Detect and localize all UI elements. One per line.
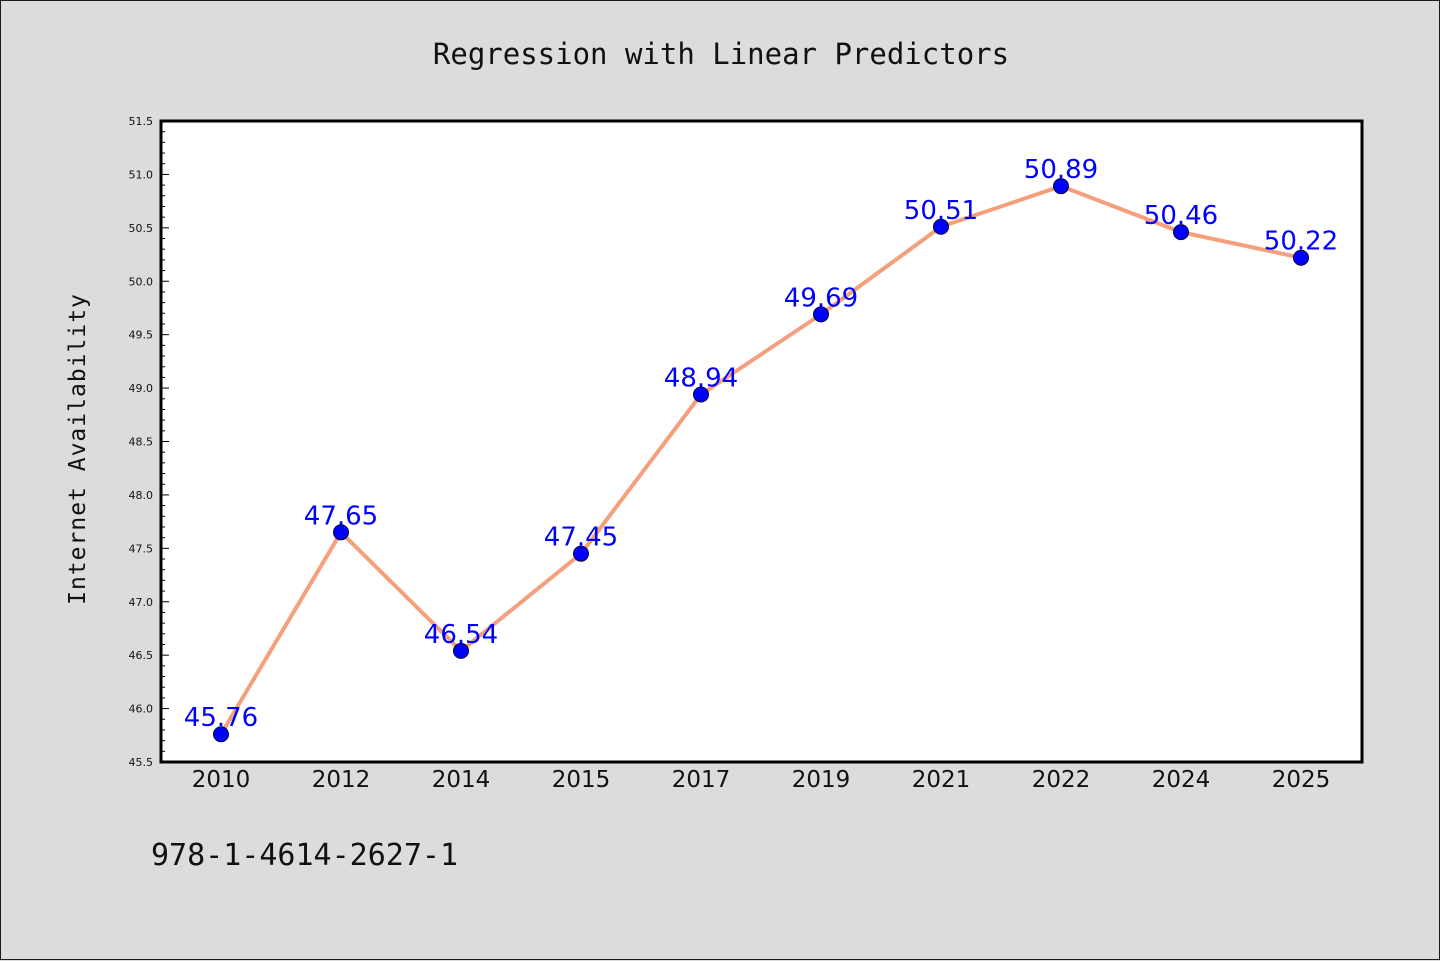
data-point-label: 46.54 xyxy=(424,620,498,650)
y-tick-label: 50.5 xyxy=(129,222,154,235)
data-point-label: 50.89 xyxy=(1024,155,1098,185)
x-tick-label: 2014 xyxy=(432,767,491,793)
x-tick-label: 2021 xyxy=(912,767,971,793)
data-point-marker xyxy=(693,386,709,403)
data-point-marker xyxy=(573,545,589,562)
data-point-marker xyxy=(933,218,949,235)
x-tick-label: 2024 xyxy=(1152,767,1211,793)
data-point-label: 50.51 xyxy=(904,196,978,226)
y-tick-label: 49.0 xyxy=(129,382,154,395)
isbn-footer: 978-1-4614-2627-1 xyxy=(151,838,458,873)
plot-area xyxy=(159,119,1364,764)
y-tick-label: 47.5 xyxy=(129,542,154,555)
data-point-label: 49.69 xyxy=(784,283,858,313)
x-tick-label: 2022 xyxy=(1032,767,1091,793)
data-point-marker xyxy=(213,726,229,743)
data-point-marker xyxy=(453,642,469,659)
data-point-marker xyxy=(1053,178,1069,195)
x-tick-label: 2015 xyxy=(552,767,611,793)
chart-title: Regression with Linear Predictors xyxy=(433,37,1009,71)
y-axis: 45.5 46.0 46.5 47.0 47.5 48.0 48.5 49.0 49.5 50.0… xyxy=(129,115,169,769)
y-axis-label: Internet Availability xyxy=(65,293,91,605)
data-point-marker xyxy=(1173,224,1189,241)
data-point-label: 47.45 xyxy=(544,523,618,553)
data-point-marker xyxy=(333,524,349,541)
y-tick-label: 49.5 xyxy=(129,329,154,342)
y-tick-label: 47.0 xyxy=(129,596,154,609)
data-point-marker xyxy=(1293,249,1309,266)
x-tick-label: 2012 xyxy=(312,767,371,793)
data-point-label: 47.65 xyxy=(304,501,378,531)
x-tick-label: 2010 xyxy=(192,767,251,793)
x-axis: 2010 2012 2014 2015 2017 2019 2021 2022 2024 2025 xyxy=(192,767,1331,793)
y-tick-label: 51.5 xyxy=(129,115,154,128)
y-tick-label: 48.5 xyxy=(129,436,154,449)
x-tick-label: 2017 xyxy=(672,767,731,793)
y-tick-label: 50.0 xyxy=(129,275,154,288)
data-point-marker xyxy=(813,306,829,323)
data-point-label: 50.22 xyxy=(1264,227,1338,257)
y-tick-label: 46.5 xyxy=(129,649,154,662)
x-tick-label: 2025 xyxy=(1272,767,1331,793)
y-tick-label: 45.5 xyxy=(129,756,154,769)
y-tick-label: 46.0 xyxy=(129,703,154,716)
x-tick-label: 2019 xyxy=(792,767,851,793)
y-tick-label: 48.0 xyxy=(129,489,154,502)
series-line xyxy=(219,184,1303,737)
data-point-label: 50.46 xyxy=(1144,201,1218,231)
y-tick-label: 51.0 xyxy=(129,168,154,181)
data-point-label: 48.94 xyxy=(664,363,738,393)
series-line-group: 45.76 47.65 46.54 47.45 48.94 49.69 50.51 50.89… xyxy=(184,155,1338,743)
data-point-label: 45.76 xyxy=(184,703,258,733)
